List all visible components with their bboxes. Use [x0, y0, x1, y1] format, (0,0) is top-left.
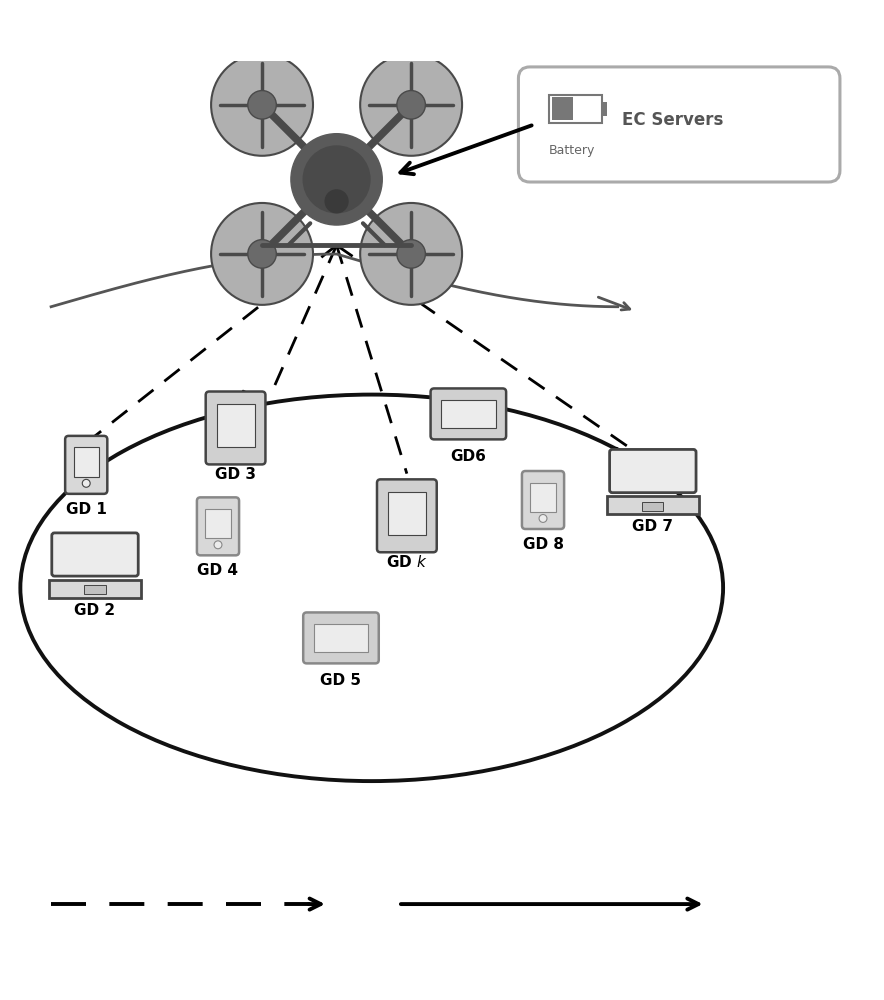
Text: GD 7: GD 7	[632, 519, 674, 534]
Text: GD 4: GD 4	[197, 563, 239, 578]
Text: GD 3: GD 3	[215, 467, 256, 482]
Text: GD $k$: GD $k$	[386, 554, 428, 570]
Circle shape	[82, 479, 90, 487]
Bar	[49, 580, 141, 598]
FancyBboxPatch shape	[206, 392, 265, 464]
Text: GD 2: GD 2	[74, 603, 116, 618]
Bar	[552, 97, 573, 120]
Bar	[441, 400, 496, 428]
Text: GD 5: GD 5	[321, 673, 362, 688]
Text: GD6: GD6	[451, 449, 486, 464]
FancyBboxPatch shape	[522, 471, 564, 529]
Bar	[73, 447, 99, 477]
Circle shape	[248, 240, 277, 268]
Bar	[217, 404, 255, 447]
Circle shape	[291, 134, 382, 225]
Bar	[85, 585, 105, 594]
Bar	[643, 502, 663, 511]
Circle shape	[248, 91, 277, 119]
Circle shape	[214, 541, 222, 549]
Bar	[602, 102, 607, 116]
Bar	[530, 483, 556, 512]
Circle shape	[211, 54, 313, 156]
FancyBboxPatch shape	[65, 436, 107, 494]
Bar	[205, 509, 231, 538]
FancyBboxPatch shape	[197, 497, 239, 555]
Circle shape	[303, 146, 370, 213]
FancyBboxPatch shape	[610, 449, 696, 493]
FancyBboxPatch shape	[303, 612, 378, 663]
Text: EC Servers: EC Servers	[622, 111, 723, 129]
Text: GD 8: GD 8	[522, 537, 563, 552]
Circle shape	[397, 240, 425, 268]
FancyBboxPatch shape	[52, 533, 138, 576]
Circle shape	[211, 203, 313, 305]
Bar	[549, 95, 602, 123]
FancyBboxPatch shape	[518, 67, 840, 182]
Circle shape	[539, 514, 547, 522]
Bar	[314, 624, 369, 652]
Bar	[388, 492, 426, 535]
Text: Battery: Battery	[549, 144, 596, 157]
FancyBboxPatch shape	[431, 388, 507, 439]
Bar	[606, 496, 699, 514]
Circle shape	[325, 190, 348, 213]
Text: GD 1: GD 1	[65, 502, 107, 517]
Circle shape	[360, 54, 462, 156]
FancyBboxPatch shape	[377, 479, 437, 552]
Circle shape	[397, 91, 425, 119]
Circle shape	[360, 203, 462, 305]
